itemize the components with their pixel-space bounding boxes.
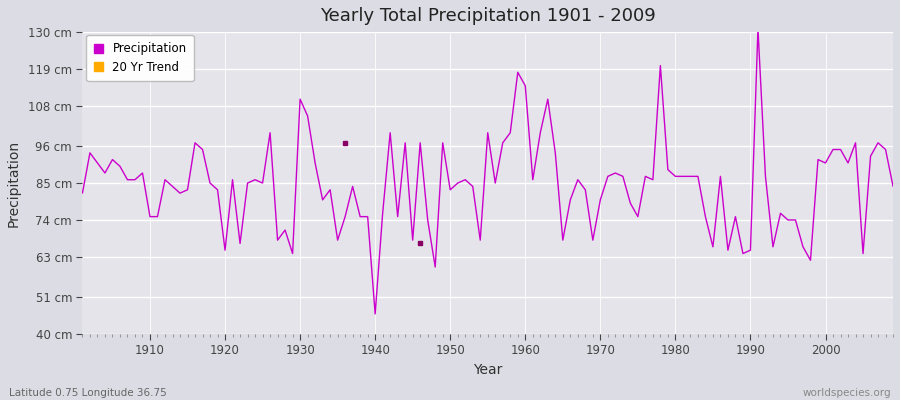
Text: Latitude 0.75 Longitude 36.75: Latitude 0.75 Longitude 36.75: [9, 388, 166, 398]
Text: worldspecies.org: worldspecies.org: [803, 388, 891, 398]
Y-axis label: Precipitation: Precipitation: [7, 140, 21, 227]
Legend: Precipitation, 20 Yr Trend: Precipitation, 20 Yr Trend: [86, 35, 194, 81]
Title: Yearly Total Precipitation 1901 - 2009: Yearly Total Precipitation 1901 - 2009: [320, 7, 655, 25]
X-axis label: Year: Year: [473, 363, 502, 377]
